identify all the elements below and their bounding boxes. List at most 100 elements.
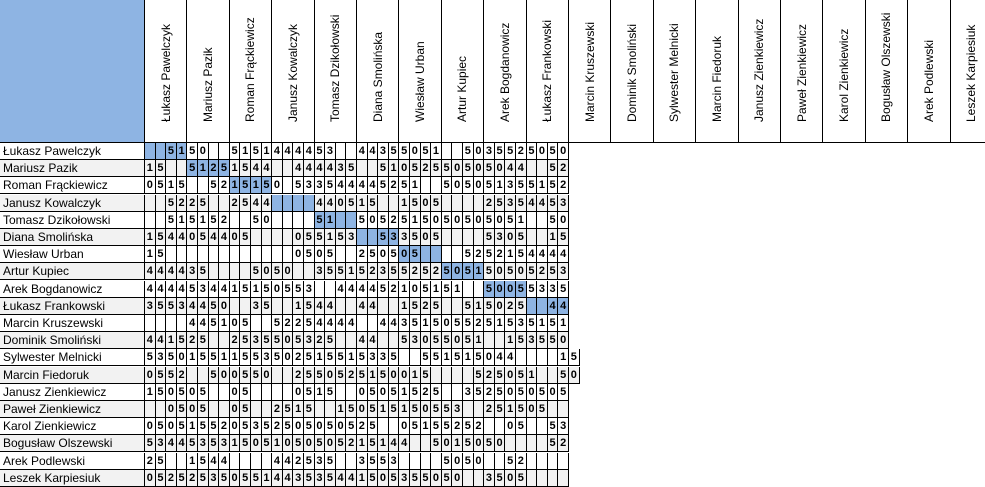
score-cell[interactable]: 3 [145, 297, 156, 315]
score-cell[interactable] [452, 194, 463, 212]
score-cell[interactable]: 1 [399, 401, 410, 418]
score-cell[interactable]: 0 [187, 401, 198, 418]
score-cell[interactable]: 1 [229, 280, 241, 298]
score-cell[interactable]: 5 [304, 366, 315, 384]
score-cell[interactable]: 2 [314, 332, 326, 350]
score-cell[interactable]: 5 [399, 332, 410, 350]
row-header[interactable]: Wiesław Urban [0, 246, 145, 264]
score-cell[interactable]: 1 [516, 211, 527, 229]
score-cell[interactable] [198, 246, 209, 264]
score-cell[interactable]: 5 [282, 280, 294, 298]
score-cell[interactable] [293, 194, 304, 212]
score-cell[interactable]: 4 [293, 160, 304, 178]
score-cell[interactable] [219, 401, 230, 418]
score-cell[interactable]: 3 [208, 469, 220, 487]
score-cell[interactable]: 5 [463, 435, 474, 453]
score-cell[interactable]: 5 [198, 229, 209, 246]
score-cell[interactable] [346, 211, 357, 229]
row-header[interactable]: Janusz Zienkiewicz [0, 383, 145, 401]
score-cell[interactable] [346, 246, 357, 264]
score-cell[interactable]: 2 [431, 263, 442, 281]
score-cell[interactable] [410, 435, 421, 453]
score-cell[interactable]: 5 [547, 160, 559, 178]
score-cell[interactable]: 2 [176, 194, 188, 212]
score-cell[interactable] [251, 452, 262, 470]
score-cell[interactable]: 2 [176, 366, 188, 384]
score-cell[interactable]: 2 [219, 211, 230, 229]
score-cell[interactable]: 2 [229, 332, 241, 350]
score-cell[interactable]: 1 [420, 418, 432, 436]
score-cell[interactable]: 0 [452, 469, 463, 487]
score-cell[interactable]: 3 [155, 435, 167, 453]
score-cell[interactable] [494, 452, 506, 470]
score-cell[interactable]: 5 [304, 349, 315, 367]
score-cell[interactable] [219, 263, 230, 281]
score-cell[interactable]: 5 [198, 469, 209, 487]
score-cell[interactable]: 5 [198, 452, 209, 470]
score-cell[interactable]: 3 [325, 143, 336, 160]
score-cell[interactable]: 4 [187, 297, 198, 315]
score-cell[interactable]: 3 [304, 332, 315, 350]
score-cell[interactable]: 5 [251, 349, 262, 367]
score-cell[interactable]: 5 [378, 211, 389, 229]
score-cell[interactable]: 5 [410, 246, 421, 264]
score-cell[interactable]: 5 [388, 383, 400, 401]
score-cell[interactable]: 4 [314, 160, 326, 178]
score-cell[interactable]: 5 [526, 280, 538, 298]
score-cell[interactable] [229, 211, 241, 229]
score-cell[interactable]: 0 [166, 401, 177, 418]
score-cell[interactable]: 3 [346, 229, 357, 246]
score-cell[interactable]: 5 [304, 315, 315, 332]
score-cell[interactable]: 5 [547, 263, 559, 281]
score-cell[interactable]: 2 [166, 469, 177, 487]
score-cell[interactable]: 5 [410, 469, 421, 487]
score-cell[interactable] [452, 383, 463, 401]
score-cell[interactable]: 5 [516, 469, 527, 487]
score-cell[interactable]: 0 [251, 435, 262, 453]
score-cell[interactable] [145, 315, 156, 332]
score-cell[interactable] [335, 246, 347, 264]
score-cell[interactable]: 3 [494, 229, 506, 246]
score-cell[interactable]: 2 [505, 297, 516, 315]
score-cell[interactable]: 5 [431, 194, 442, 212]
score-cell[interactable] [335, 332, 347, 350]
score-cell[interactable]: 5 [155, 418, 167, 436]
score-cell[interactable]: 0 [505, 229, 516, 246]
score-cell[interactable]: 4 [537, 194, 548, 212]
score-cell[interactable]: 0 [558, 332, 569, 350]
score-cell[interactable]: 1 [176, 143, 188, 160]
score-cell[interactable]: 2 [420, 383, 432, 401]
score-cell[interactable]: 3 [378, 349, 389, 367]
score-cell[interactable] [176, 160, 188, 178]
score-cell[interactable] [420, 452, 432, 470]
score-cell[interactable] [304, 263, 315, 281]
row-header[interactable]: Arek Bogdanowicz [0, 280, 145, 298]
score-cell[interactable]: 5 [410, 297, 421, 315]
score-cell[interactable]: 5 [282, 401, 294, 418]
score-cell[interactable]: 1 [473, 263, 485, 281]
score-cell[interactable]: 1 [505, 246, 516, 264]
score-cell[interactable]: 0 [314, 418, 326, 436]
column-header[interactable]: Tomasz Dzikołowski [314, 0, 357, 143]
score-cell[interactable] [335, 383, 347, 401]
score-cell[interactable] [558, 469, 569, 487]
score-cell[interactable]: 3 [261, 349, 273, 367]
score-cell[interactable]: 1 [272, 435, 283, 453]
score-cell[interactable]: 2 [452, 418, 463, 436]
score-cell[interactable]: 4 [335, 280, 347, 298]
score-cell[interactable]: 4 [272, 469, 283, 487]
score-cell[interactable]: 2 [388, 211, 400, 229]
score-cell[interactable]: 3 [484, 469, 495, 487]
score-cell[interactable]: 5 [367, 383, 379, 401]
score-cell[interactable]: 5 [145, 435, 156, 453]
score-cell[interactable] [441, 229, 453, 246]
score-cell[interactable]: 5 [431, 297, 442, 315]
score-cell[interactable]: 4 [505, 160, 516, 178]
score-cell[interactable]: 5 [304, 297, 315, 315]
score-cell[interactable]: 3 [335, 160, 347, 178]
score-cell[interactable]: 1 [399, 383, 410, 401]
score-cell[interactable]: 5 [325, 177, 336, 195]
score-cell[interactable] [282, 194, 294, 212]
score-cell[interactable]: 4 [176, 229, 188, 246]
score-cell[interactable]: 1 [410, 177, 421, 195]
